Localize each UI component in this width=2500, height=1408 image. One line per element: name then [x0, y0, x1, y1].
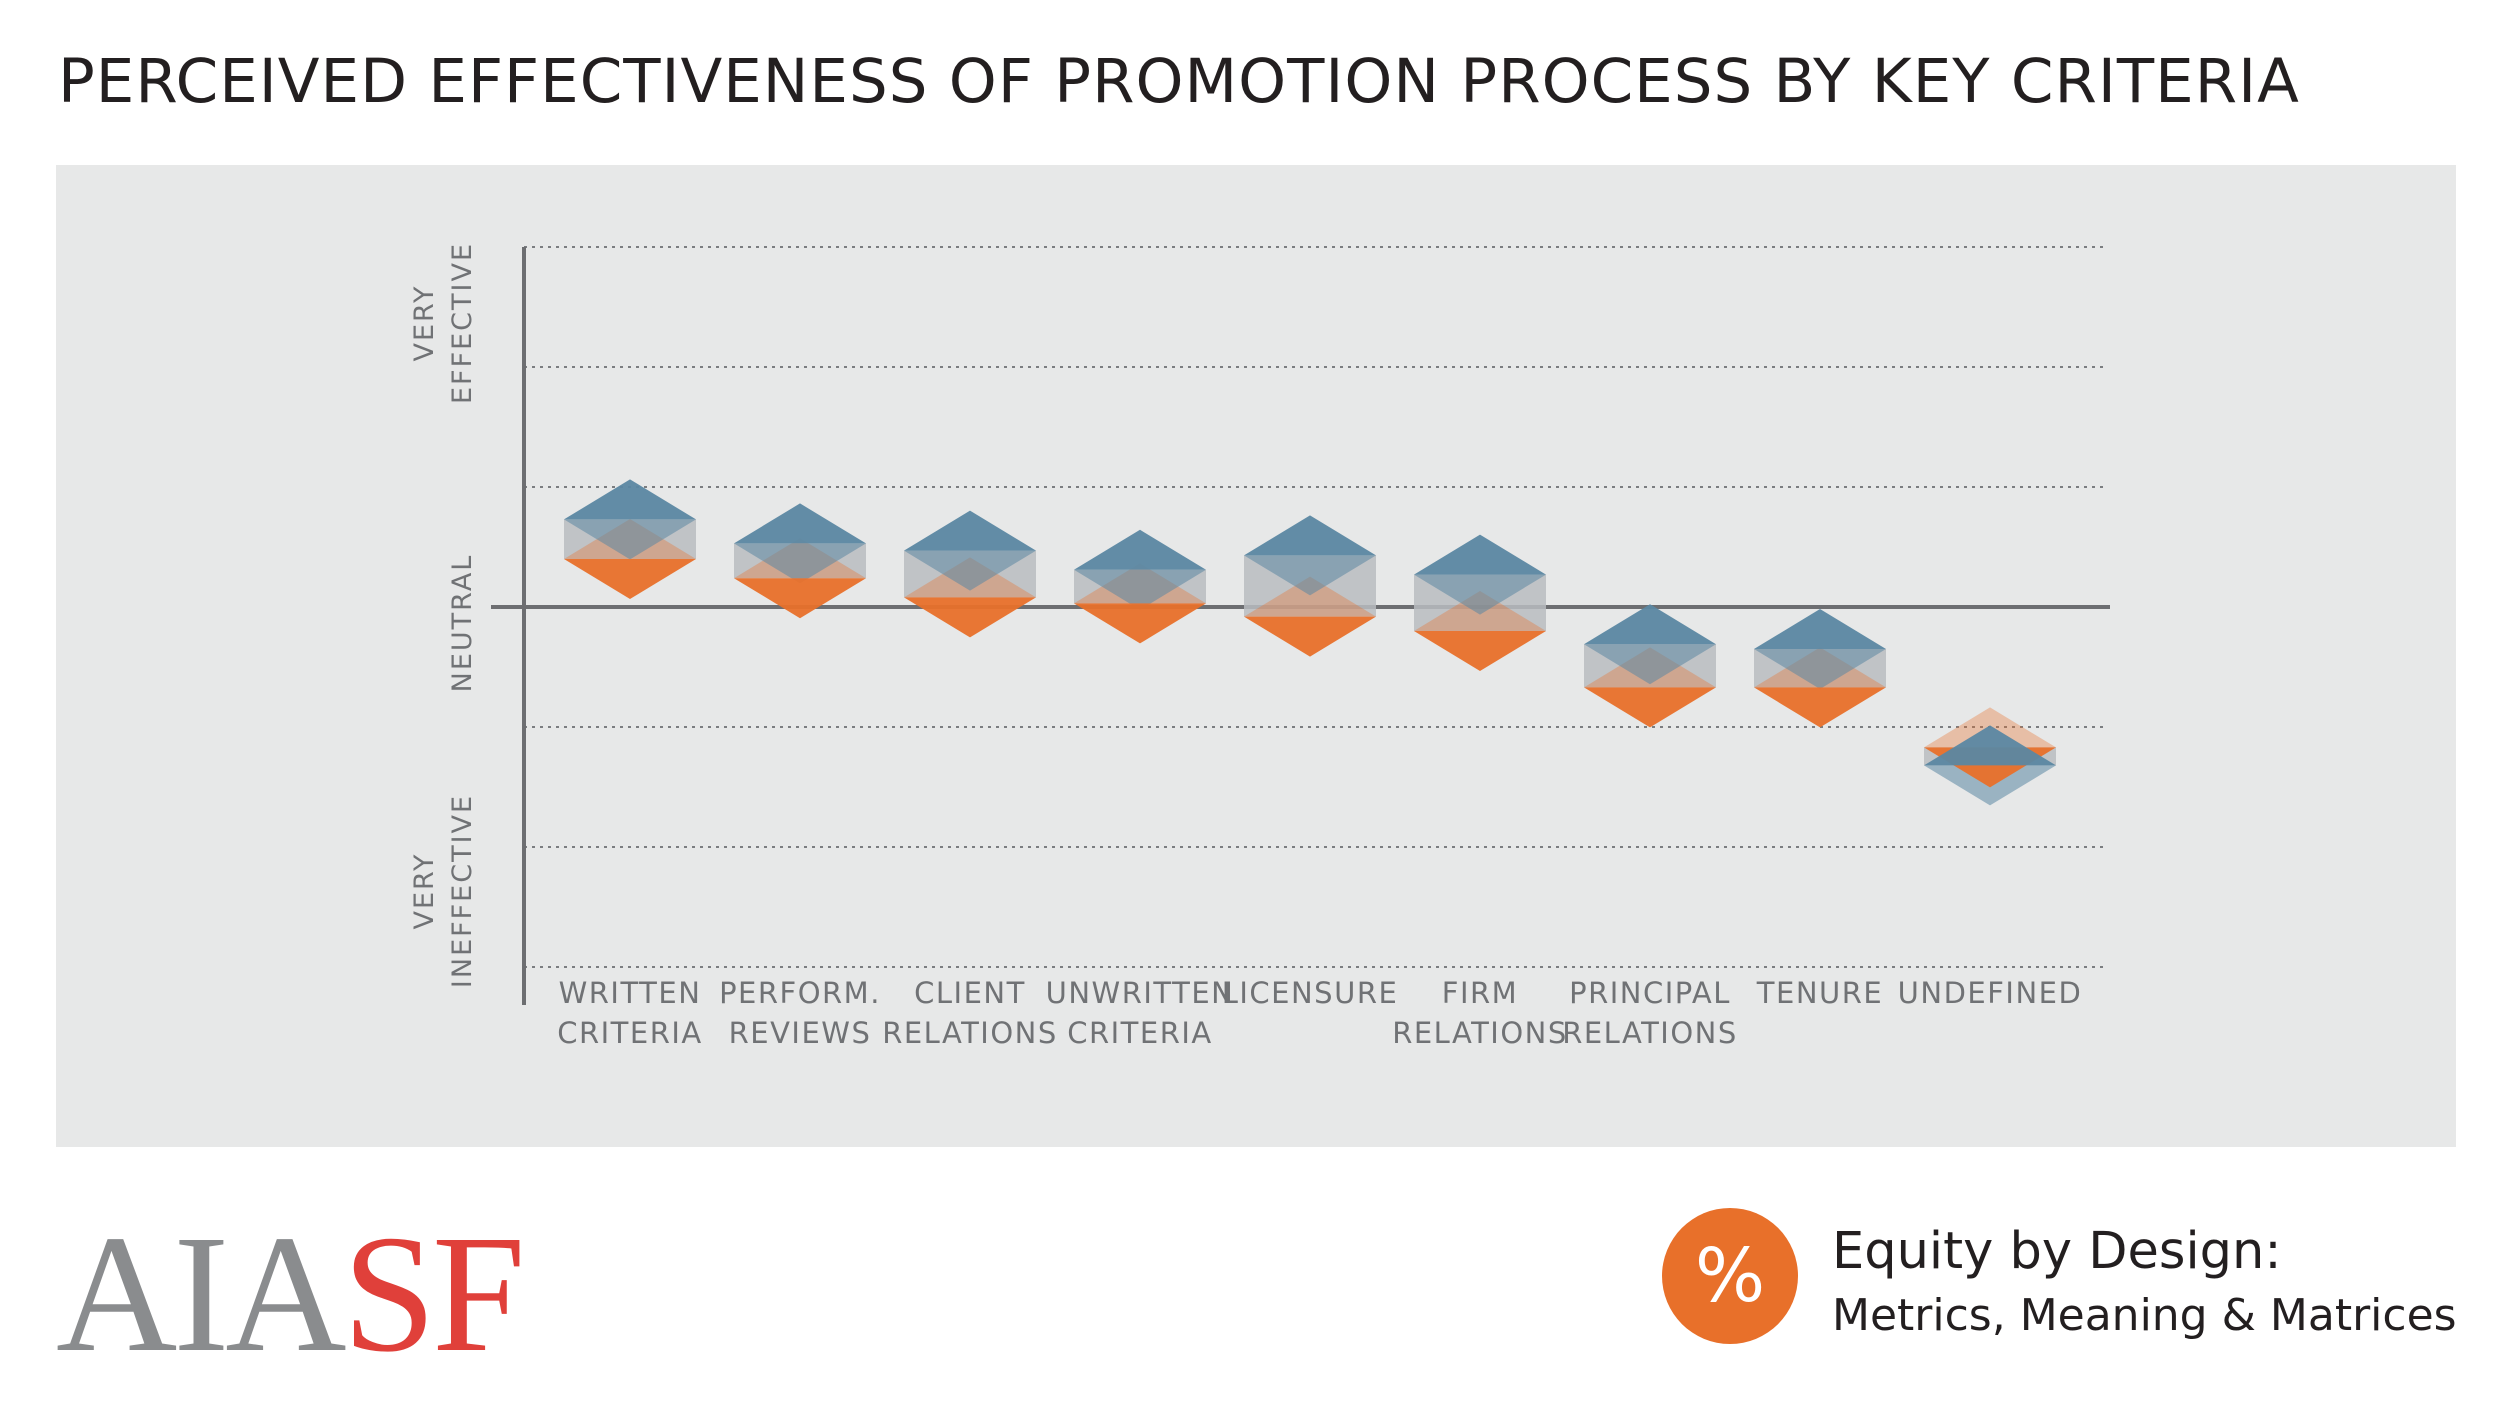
percent-badge-icon: %: [1662, 1208, 1798, 1344]
blue-marker: [564, 479, 696, 520]
x-tick-label: WRITTEN: [559, 976, 702, 1010]
x-tick-label: LICENSURE: [1222, 976, 1399, 1010]
x-tick-label: TENURE: [1756, 976, 1883, 1010]
brand-title: Equity by Design:: [1832, 1222, 2282, 1281]
percent-symbol: %: [1694, 1233, 1766, 1319]
orange-marker: [904, 597, 1036, 638]
blue-marker: [904, 510, 1036, 551]
x-tick-label: PERFORM.: [719, 976, 881, 1010]
x-tick-label: FIRM: [1442, 976, 1518, 1010]
chart-title: PERCEIVED EFFECTIVENESS OF PROMOTION PRO…: [58, 46, 2300, 117]
y-axis-label: VERY EFFECTIVE: [409, 242, 478, 404]
logo-sf-text: SF: [342, 1201, 526, 1387]
x-tick-label: CLIENT: [914, 976, 1026, 1010]
aiasf-logo: AIASF: [56, 1210, 525, 1378]
y-axis-label: VERY INEFFECTIVE: [409, 794, 478, 988]
logo-aia-text: AIA: [56, 1201, 347, 1387]
brand-subtitle: Metrics, Meaning & Matrices: [1832, 1290, 2457, 1341]
orange-marker: [1414, 631, 1546, 671]
x-tick-label: PRINCIPAL: [1569, 976, 1731, 1010]
blue-marker: [1754, 609, 1886, 649]
blue-marker-lower: [904, 550, 1036, 591]
blue-marker-lower: [1414, 574, 1546, 615]
orange-marker: [1754, 687, 1886, 728]
orange-marker: [1244, 616, 1376, 657]
blue-marker-lower: [734, 543, 866, 584]
orange-marker: [1584, 687, 1716, 728]
x-tick-label: CRITERIA: [1067, 1016, 1213, 1050]
y-axis-label-line: VERY: [409, 852, 440, 929]
x-tick-label: RELATIONS: [1392, 1016, 1568, 1050]
orange-marker: [564, 559, 696, 599]
x-tick-label: RELATIONS: [882, 1016, 1058, 1050]
blue-marker-lower: [564, 519, 696, 560]
orange-marker: [734, 578, 866, 619]
y-axis-label-line: INEFFECTIVE: [447, 794, 478, 988]
chart-panel: VERY EFFECTIVE NEUTRAL VERY INEFFECTIVE WRITT…: [56, 165, 2456, 1147]
blue-marker-lower: [1584, 644, 1716, 685]
orange-marker-upper: [1244, 576, 1376, 617]
blue-marker-lower: [1074, 569, 1206, 610]
y-axis-label-line: VERY: [409, 284, 440, 361]
x-tick-label: CRITERIA: [557, 1016, 703, 1050]
x-tick-label: REVIEWS: [729, 1016, 872, 1050]
blue-marker: [1074, 529, 1206, 570]
blue-marker: [734, 503, 866, 544]
orange-marker: [1074, 603, 1206, 644]
x-tick-label: UNWRITTEN: [1046, 976, 1235, 1010]
blue-marker: [1584, 604, 1716, 645]
y-axis-label-line: EFFECTIVE: [447, 242, 478, 404]
blue-marker: [1244, 515, 1376, 556]
y-axis-label: NEUTRAL: [447, 554, 478, 693]
y-axis-label-line: NEUTRAL: [447, 554, 478, 693]
x-tick-label: UNDEFINED: [1898, 976, 2083, 1010]
x-tick-label: RELATIONS: [1562, 1016, 1738, 1050]
blue-marker: [1414, 534, 1546, 575]
blue-marker-lower: [1244, 555, 1376, 596]
blue-marker: [1924, 725, 2056, 766]
blue-marker-lower: [1754, 649, 1886, 689]
